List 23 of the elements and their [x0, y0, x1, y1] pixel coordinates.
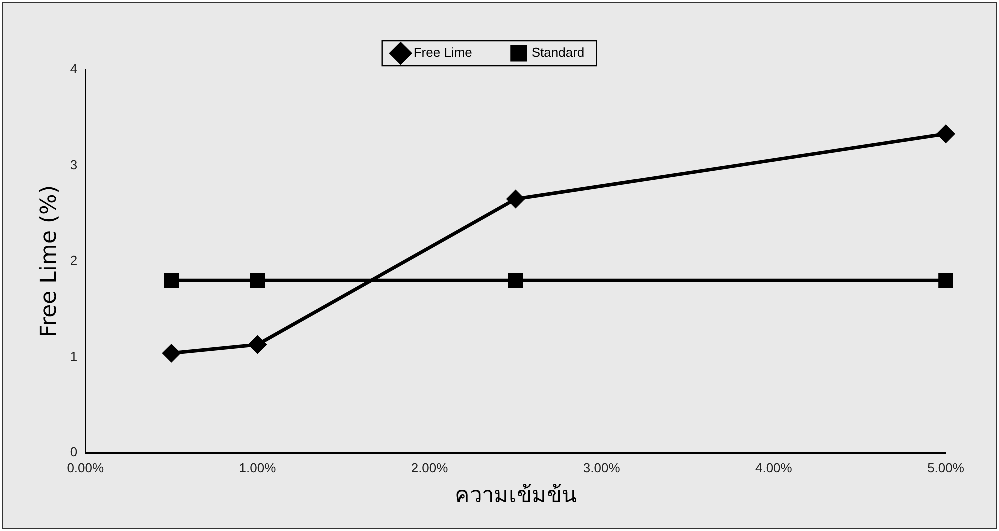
- x-tick-label: 0.00%: [67, 460, 104, 476]
- point: [164, 273, 180, 288]
- x-tick-label: 5.00%: [928, 460, 965, 476]
- point: [937, 125, 955, 143]
- y-axis-title: Free Lime (%): [36, 185, 62, 338]
- y-tick-label: 1: [70, 348, 78, 364]
- y-tick-label: 2: [70, 253, 78, 268]
- point: [508, 273, 524, 288]
- point: [250, 273, 266, 288]
- y-tick-label: 3: [70, 157, 78, 172]
- point: [162, 344, 180, 362]
- legend-label: Free Lime: [414, 45, 472, 60]
- legend-label: Standard: [532, 45, 585, 60]
- x-tick-label: 1.00%: [239, 460, 277, 476]
- point: [248, 336, 266, 354]
- x-axis-title: ความเข้มข้น: [454, 484, 577, 509]
- x-tick-label: 3.00%: [583, 460, 621, 476]
- point: [938, 273, 954, 288]
- x-tick-label: 4.00%: [755, 460, 793, 476]
- x-tick-label: 2.00%: [411, 460, 449, 476]
- y-tick-label: 4: [70, 62, 78, 77]
- point: [507, 190, 525, 208]
- y-tick-label: 0: [70, 444, 78, 460]
